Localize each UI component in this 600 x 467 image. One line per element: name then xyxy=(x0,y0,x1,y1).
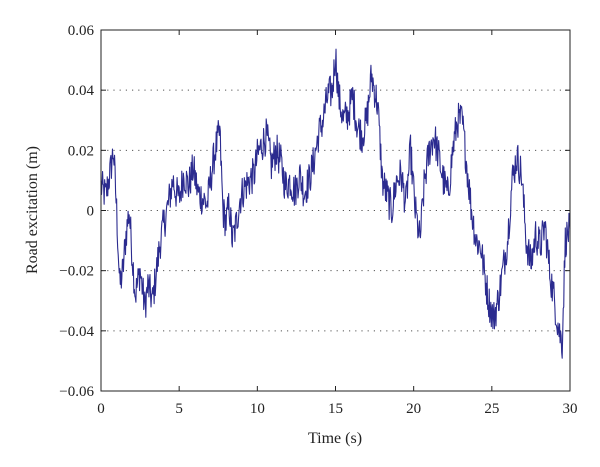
y-tick-label: −0.04 xyxy=(59,324,94,340)
y-tick-label: 0.06 xyxy=(68,23,95,39)
x-tick-label: 15 xyxy=(328,401,343,417)
x-tick-label: 30 xyxy=(563,401,578,417)
y-tick-label: 0 xyxy=(87,204,95,220)
y-tick-label: 0.02 xyxy=(68,143,94,159)
x-axis-label: Time (s) xyxy=(308,430,362,447)
series-layer xyxy=(100,48,571,359)
x-tick-label: 10 xyxy=(250,401,265,417)
tick-labels: −0.06 −0.04 −0.02 0 0.02 0.04 0.06 0 5 10 15 20 25 30 xyxy=(59,23,577,417)
x-tick-label: 5 xyxy=(175,401,183,417)
y-tick-label: −0.06 xyxy=(59,384,94,400)
axis-ticks xyxy=(100,29,571,392)
y-axis-label: Road excitation (m) xyxy=(24,146,41,274)
x-tick-label: 20 xyxy=(406,401,421,417)
series-line xyxy=(100,48,571,359)
y-tick-label: 0.04 xyxy=(68,83,95,99)
plot-frame xyxy=(100,29,571,392)
grid-lines xyxy=(101,89,570,332)
x-tick-label: 25 xyxy=(484,401,499,417)
y-tick-label: −0.02 xyxy=(59,264,94,280)
x-tick-label: 0 xyxy=(97,401,105,417)
